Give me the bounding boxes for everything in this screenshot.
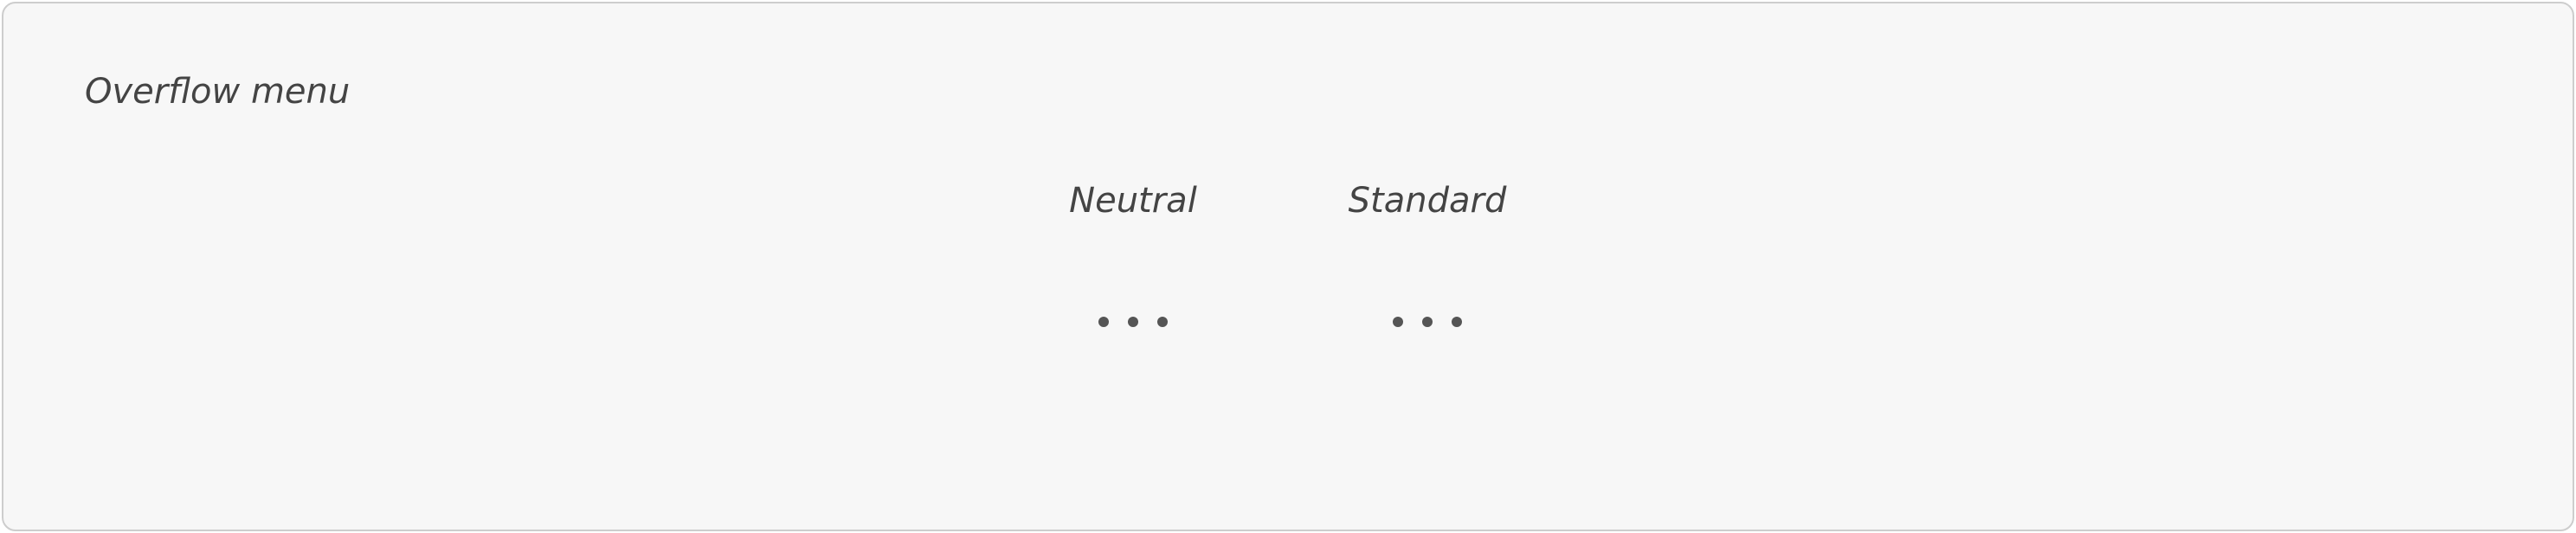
overflow-menu-button-neutral[interactable] [1081, 298, 1185, 346]
dot [1128, 317, 1138, 327]
overflow-horizontal-icon [1393, 317, 1462, 327]
variant-neutral: Neutral [1021, 173, 1246, 346]
overflow-horizontal-icon [1098, 317, 1168, 327]
dot [1452, 317, 1462, 327]
variant-standard: Standard [1315, 173, 1540, 346]
variant-label-standard: Standard [1348, 181, 1507, 221]
overflow-menu-button-standard[interactable] [1375, 298, 1479, 346]
dot [1157, 317, 1168, 327]
dot [1393, 317, 1403, 327]
dot [1098, 317, 1109, 327]
section-title: Overflow menu [85, 72, 351, 112]
dot [1422, 317, 1433, 327]
variant-label-neutral: Neutral [1069, 181, 1197, 221]
